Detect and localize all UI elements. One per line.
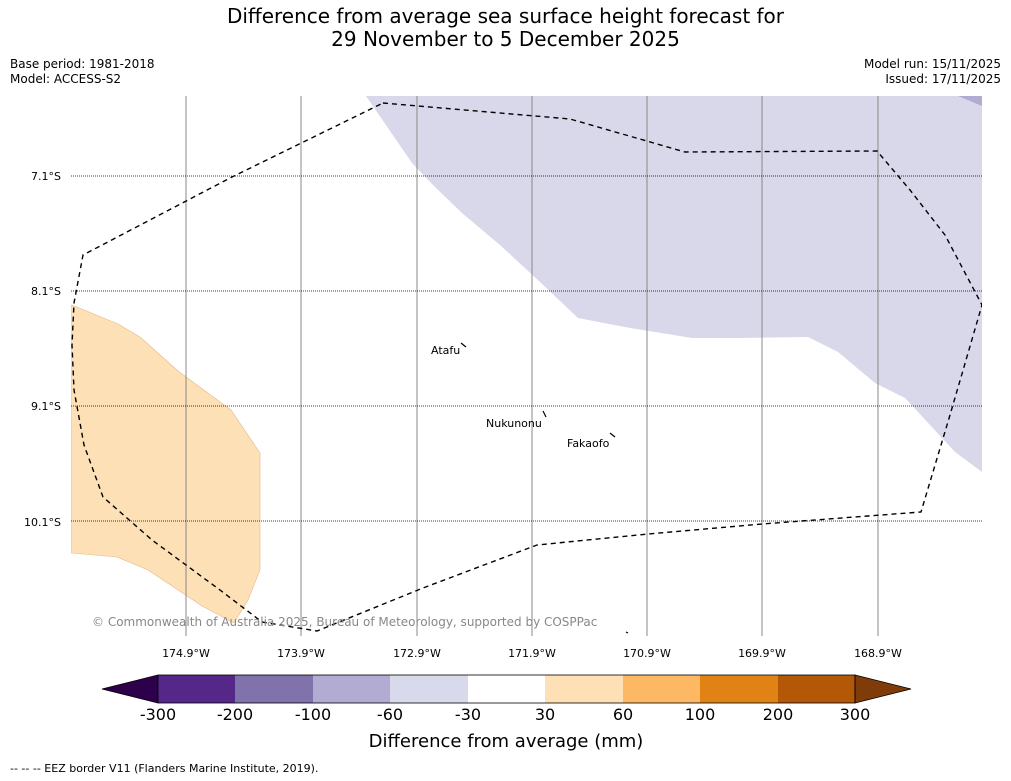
colorbar-tick: -30 xyxy=(455,705,481,724)
nukunonu-island-icon xyxy=(542,410,547,418)
colorbar-tick: -300 xyxy=(140,705,176,724)
lat-label: 7.1°S xyxy=(31,170,61,183)
colorbar-tick: 200 xyxy=(763,705,794,724)
colorbar-high-extension xyxy=(854,674,912,704)
colorbar-tick: 60 xyxy=(613,705,633,724)
chart-title: Difference from average sea surface heig… xyxy=(0,5,1011,51)
lon-label: 173.9°W xyxy=(277,647,325,660)
colorbar-tick: 300 xyxy=(840,705,871,724)
eez-border xyxy=(71,102,982,632)
colorbar-tick: -200 xyxy=(217,705,253,724)
colorbar-tick: 100 xyxy=(685,705,716,724)
small-island-icon xyxy=(625,631,629,634)
meta-left: Base period: 1981-2018 Model: ACCESS-S2 xyxy=(10,57,155,87)
title-line-1: Difference from average sea surface heig… xyxy=(226,4,785,28)
colorbar-tick: -60 xyxy=(377,705,403,724)
base-period: Base period: 1981-2018 xyxy=(10,57,155,71)
lat-label: 10.1°S xyxy=(24,516,61,529)
lon-label: 168.9°W xyxy=(854,647,902,660)
model-name: Model: ACCESS-S2 xyxy=(10,72,122,86)
colorbar-segment xyxy=(545,675,623,703)
place-label-atafu: Atafu xyxy=(431,344,460,357)
colorbar-segment xyxy=(235,675,313,703)
lon-label: 170.9°W xyxy=(623,647,671,660)
lon-label: 169.9°W xyxy=(738,647,786,660)
colorbar-segment xyxy=(390,675,468,703)
lat-label: 8.1°S xyxy=(31,285,61,298)
lat-label: 9.1°S xyxy=(31,400,61,413)
colorbar-segment xyxy=(700,675,778,703)
title-line-2: 29 November to 5 December 2025 xyxy=(331,27,680,51)
latitude-labels: 7.1°S 8.1°S 9.1°S 10.1°S xyxy=(24,170,61,529)
colorbar: -300 -200 -100 -60 -30 30 60 100 200 300… xyxy=(101,674,912,752)
positive-anomaly-region xyxy=(71,304,261,624)
colorbar-segment xyxy=(313,675,390,703)
place-label-nukunonu: Nukunonu xyxy=(486,417,542,430)
eez-footnote: -- -- -- EEZ border V11 (Flanders Marine… xyxy=(10,762,319,775)
negative-anomaly-corner xyxy=(958,96,982,106)
map-panel: Atafu Nukunonu Fakaofo © Commonwealth of… xyxy=(71,96,982,636)
atafu-island-icon xyxy=(460,342,467,348)
longitude-labels: 174.9°W 173.9°W 172.9°W 171.9°W 170.9°W … xyxy=(162,647,902,660)
meta-right: Model run: 15/11/2025 Issued: 17/11/2025 xyxy=(864,57,1001,87)
colorbar-ticks: -300 -200 -100 -60 -30 30 60 100 200 300 xyxy=(140,705,870,724)
fakaofo-island-icon xyxy=(609,432,616,438)
copyright-notice: © Commonwealth of Australia 2025, Bureau… xyxy=(92,615,597,629)
meridian-lines xyxy=(185,96,879,636)
colorbar-tick: 30 xyxy=(535,705,555,724)
lon-label: 171.9°W xyxy=(508,647,556,660)
colorbar-segment xyxy=(623,675,700,703)
colorbar-outline xyxy=(157,674,856,704)
issued-date: Issued: 17/11/2025 xyxy=(885,72,1001,86)
place-label-fakaofo: Fakaofo xyxy=(567,437,610,450)
colorbar-label: Difference from average (mm) xyxy=(369,731,644,752)
negative-anomaly-region xyxy=(366,96,982,472)
colorbar-segment xyxy=(778,675,855,703)
colorbar-segment xyxy=(158,675,235,703)
lon-label: 172.9°W xyxy=(393,647,441,660)
model-run: Model run: 15/11/2025 xyxy=(863,57,1001,71)
colorbar-tick: -100 xyxy=(295,705,331,724)
colorbar-low-extension xyxy=(101,674,159,704)
lon-label: 174.9°W xyxy=(162,647,210,660)
colorbar-segment xyxy=(468,675,545,703)
